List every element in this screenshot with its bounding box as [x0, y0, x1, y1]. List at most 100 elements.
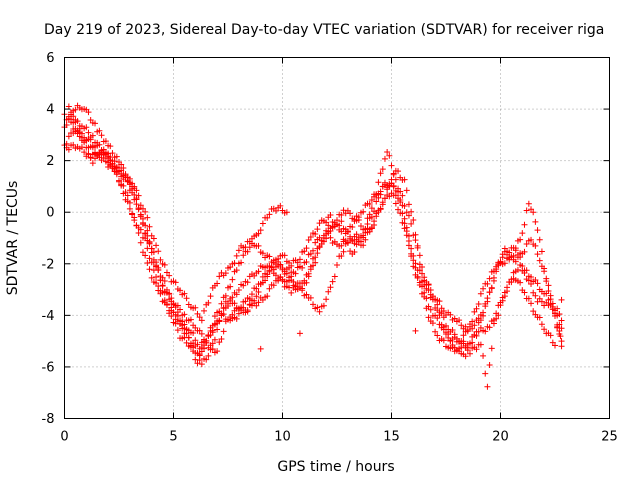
- data-point: [412, 264, 419, 271]
- data-point: [183, 339, 190, 346]
- data-point: [480, 285, 487, 292]
- data-point: [334, 221, 340, 228]
- data-point: [98, 132, 105, 139]
- data-point: [331, 273, 338, 280]
- data-point: [440, 337, 447, 344]
- data-point: [408, 250, 415, 257]
- data-point: [124, 198, 131, 205]
- data-point: [514, 266, 521, 273]
- data-point: [307, 294, 314, 301]
- data-point: [405, 237, 412, 244]
- data-point: [401, 176, 408, 183]
- data-point: [410, 217, 417, 224]
- x-axis-label: GPS time / hours: [277, 459, 394, 475]
- data-point: [139, 249, 146, 256]
- data-point: [493, 310, 500, 317]
- y-axis-label: SDTVAR / TECUs: [5, 181, 21, 296]
- data-point: [399, 219, 406, 226]
- data-point: [351, 248, 358, 255]
- data-point: [211, 313, 218, 320]
- data-point: [390, 170, 397, 177]
- data-point: [536, 257, 543, 264]
- data-point: [288, 289, 295, 296]
- data-point: [534, 251, 541, 258]
- data-point: [325, 230, 332, 237]
- data-point: [349, 236, 356, 243]
- data-point: [425, 314, 432, 321]
- data-point: [499, 297, 506, 304]
- data-point: [425, 287, 432, 294]
- data-point: [327, 234, 334, 241]
- data-point: [266, 253, 273, 260]
- data-marks: [61, 102, 565, 390]
- data-point: [264, 271, 271, 278]
- data-point: [501, 245, 508, 252]
- data-point: [301, 248, 308, 255]
- data-point: [312, 239, 319, 246]
- x-tick-label: 10: [274, 430, 291, 445]
- data-point: [68, 116, 75, 123]
- data-point: [327, 212, 334, 219]
- data-point: [312, 254, 319, 261]
- data-point: [107, 143, 114, 150]
- data-point: [159, 289, 166, 296]
- data-point: [547, 301, 554, 308]
- data-point: [412, 237, 419, 244]
- data-point: [126, 205, 133, 212]
- data-point: [205, 352, 212, 359]
- data-point: [519, 230, 526, 237]
- data-point: [248, 291, 255, 298]
- data-point: [482, 303, 489, 310]
- data-point: [554, 324, 561, 331]
- data-point: [220, 294, 227, 301]
- data-point: [521, 289, 528, 296]
- data-point: [405, 212, 412, 219]
- data-point: [153, 242, 160, 249]
- data-point: [458, 322, 465, 329]
- data-point: [320, 234, 327, 241]
- data-point: [447, 311, 454, 318]
- data-point: [168, 313, 175, 320]
- data-point: [116, 164, 122, 171]
- data-point: [408, 245, 415, 252]
- x-tick-label: 25: [601, 430, 618, 445]
- data-point: [70, 113, 77, 120]
- series-track-3: [61, 111, 565, 367]
- data-point: [137, 211, 144, 218]
- data-point: [194, 310, 201, 317]
- data-point: [397, 197, 404, 204]
- y-axis: -8 -6 -4 -2 0 2 4 6: [42, 51, 610, 427]
- data-point: [471, 322, 478, 329]
- data-point: [508, 279, 515, 286]
- data-point: [144, 245, 151, 252]
- data-point: [78, 144, 85, 151]
- data-point: [447, 345, 454, 352]
- data-point: [85, 109, 92, 116]
- data-point: [139, 215, 146, 222]
- data-point: [414, 273, 421, 280]
- data-point: [259, 250, 266, 257]
- data-point: [434, 315, 441, 322]
- data-point: [255, 268, 262, 275]
- data-point: [364, 215, 371, 222]
- data-point: [65, 133, 72, 140]
- data-point: [432, 328, 439, 335]
- data-point: [327, 284, 334, 291]
- data-point: [194, 341, 201, 348]
- data-point: [216, 273, 223, 280]
- data-point: [240, 252, 247, 259]
- data-point: [495, 262, 502, 269]
- data-point: [528, 236, 535, 243]
- y-tick-label: 4: [46, 103, 54, 118]
- data-point: [558, 343, 565, 350]
- data-point: [510, 275, 517, 282]
- isolated-data-point: [412, 327, 419, 334]
- data-point: [170, 300, 177, 307]
- data-point: [142, 235, 149, 242]
- data-point: [253, 302, 260, 309]
- data-point: [155, 283, 162, 290]
- data-point: [395, 168, 402, 175]
- data-point: [523, 240, 530, 247]
- data-point: [377, 170, 384, 177]
- y-tick-label: 2: [46, 154, 54, 169]
